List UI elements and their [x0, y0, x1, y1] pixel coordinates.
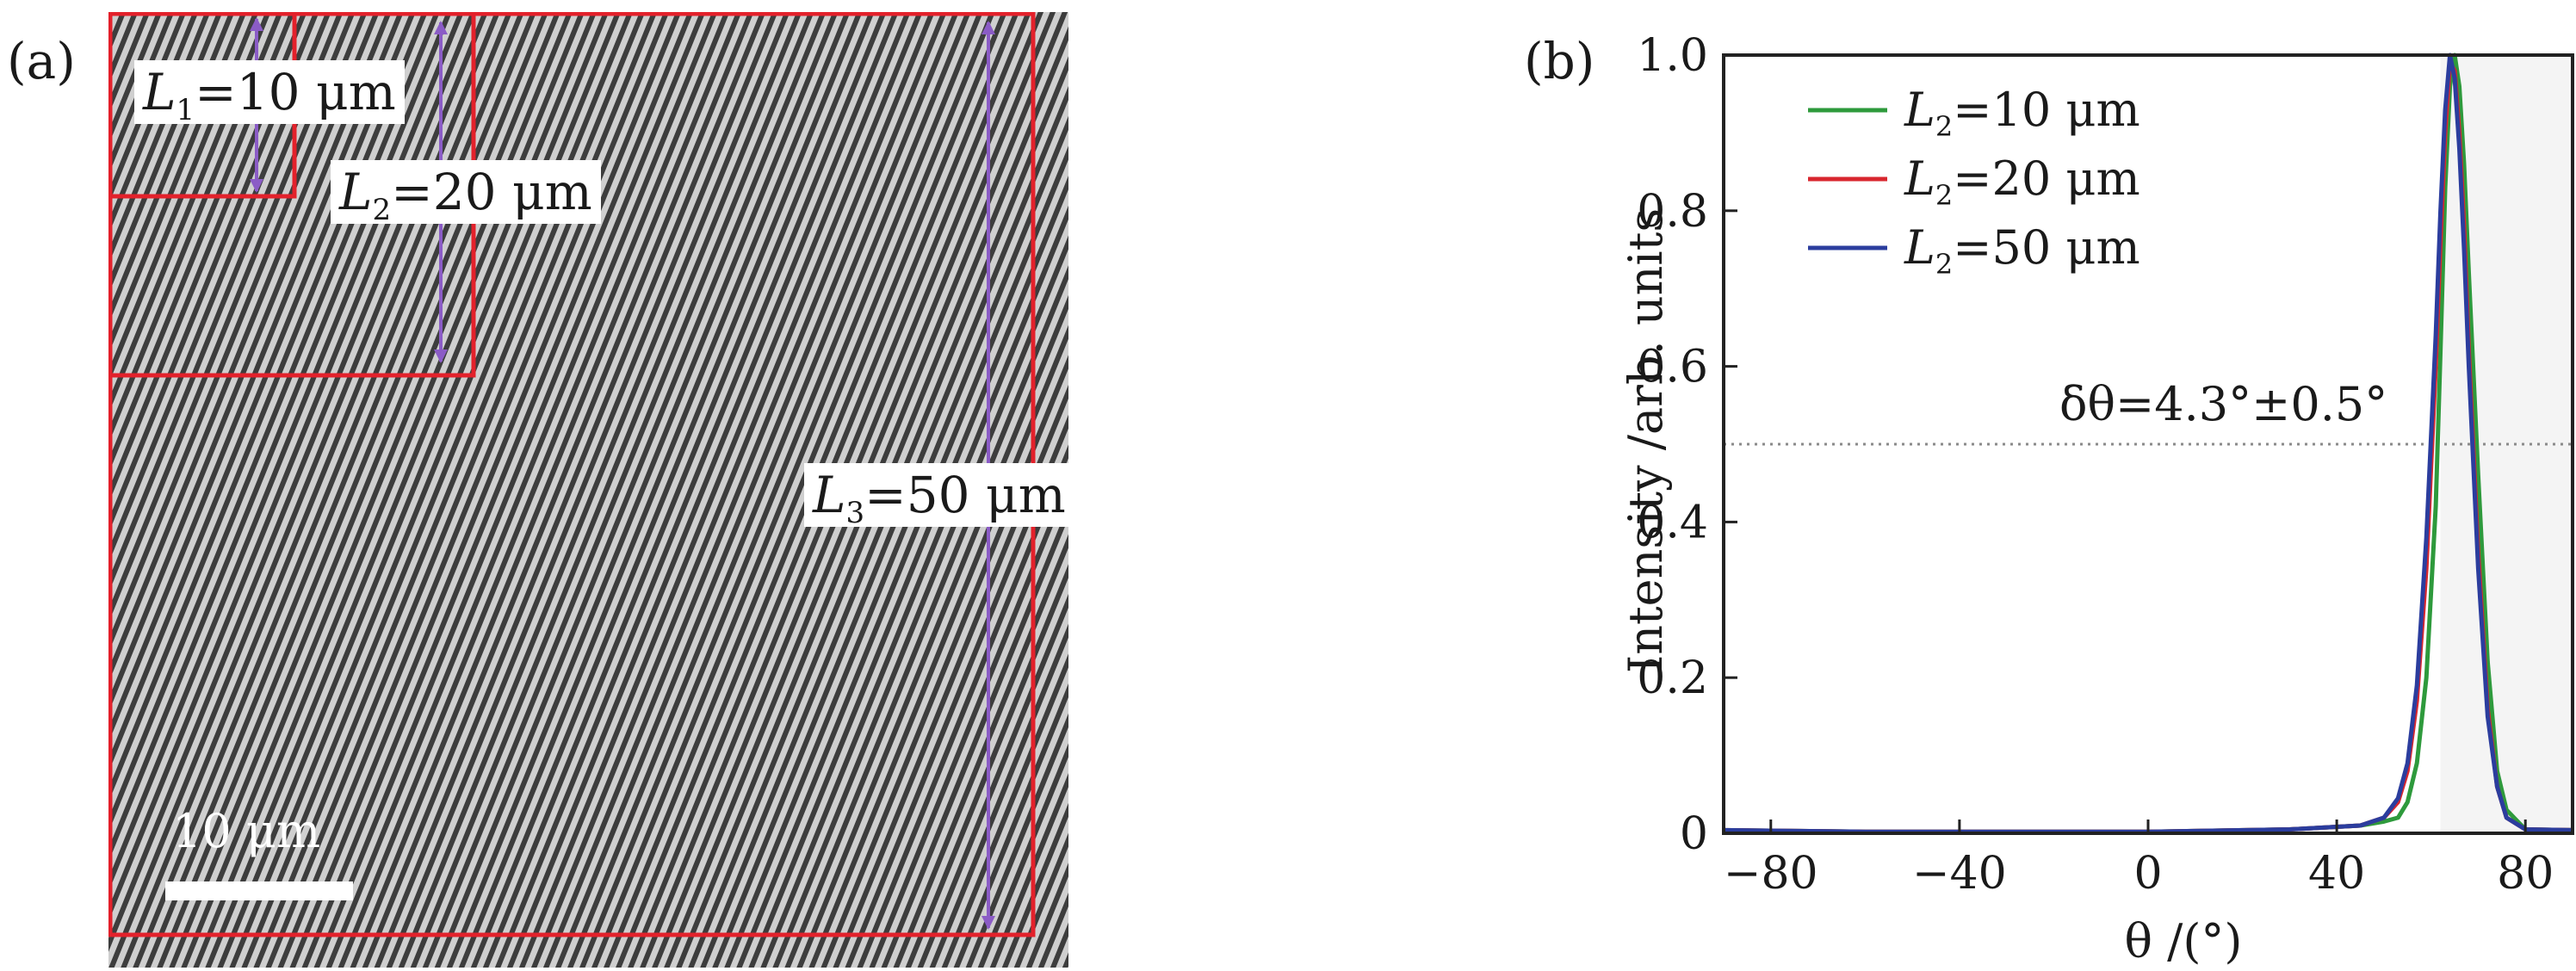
x-axis-label: θ /(°): [2124, 914, 2242, 968]
scale-bar-label: 10 μm: [172, 804, 321, 858]
annotation-l1: L1=10 μm: [134, 60, 405, 127]
annotation-value: =20 μm: [391, 163, 592, 221]
arrowhead: [981, 916, 995, 930]
intensity-chart: −80 −40 0 40 80 0 0.2 0.4 0.6 0.8 1.0 L2=10 μm L2=2…: [1619, 30, 2574, 968]
x-tick-label: −40: [1912, 848, 2007, 900]
annotation-value: =10 μm: [195, 63, 396, 121]
arrowhead: [434, 349, 448, 363]
micrograph-panel: L1=10 μm L2=20 μm L3=50 μm 10 μm: [108, 12, 1074, 968]
panel-b-label: (b): [1524, 32, 1595, 90]
annotation-value: =50 μm: [864, 466, 1066, 524]
arrowhead: [250, 17, 263, 31]
y-tick-label: 0: [1680, 808, 1708, 860]
annotation-l3: L3=50 μm: [804, 463, 1074, 530]
x-tick-label: −80: [1724, 848, 1818, 900]
arrowhead: [250, 179, 263, 193]
x-tick-label: 40: [2308, 848, 2365, 900]
x-tick-label: 0: [2133, 848, 2162, 900]
annotation-symbol: L: [339, 163, 373, 221]
y-axis-label: Intensity /arb. units: [1619, 208, 1673, 673]
legend-label: L2=10 μm: [1904, 83, 2140, 143]
scale-bar: [165, 881, 353, 900]
y-tick-label: 1.0: [1637, 30, 1708, 82]
annotation-symbol: L: [143, 63, 176, 121]
chart-annotation: δθ=4.3°±0.5°: [2059, 377, 2387, 431]
annotation-subscript: 2: [372, 193, 392, 227]
y-tick-label: 0.2: [1637, 652, 1708, 704]
annotation-l2: L2=20 μm: [331, 160, 601, 227]
panel-a-label: (a): [7, 32, 76, 90]
annotation-subscript: 3: [845, 496, 865, 530]
legend-label: L2=20 μm: [1904, 152, 2140, 212]
y-tick-label: 0.6: [1637, 342, 1708, 393]
annotation-symbol: L: [813, 466, 846, 524]
annotation-subscript: 1: [176, 93, 195, 127]
arrowhead: [981, 21, 995, 34]
y-tick-label: 0.8: [1637, 186, 1708, 238]
chart-panel: −80 −40 0 40 80 0 0.2 0.4 0.6 0.8 1.0 L2=10 μm L2=2…: [1533, 0, 2576, 971]
x-tick-label: 80: [2497, 848, 2554, 900]
arrowhead: [434, 21, 448, 34]
series-line-3: [1723, 53, 2573, 834]
y-tick-label: 0.4: [1637, 497, 1708, 548]
legend-label: L2=50 μm: [1904, 220, 2140, 281]
